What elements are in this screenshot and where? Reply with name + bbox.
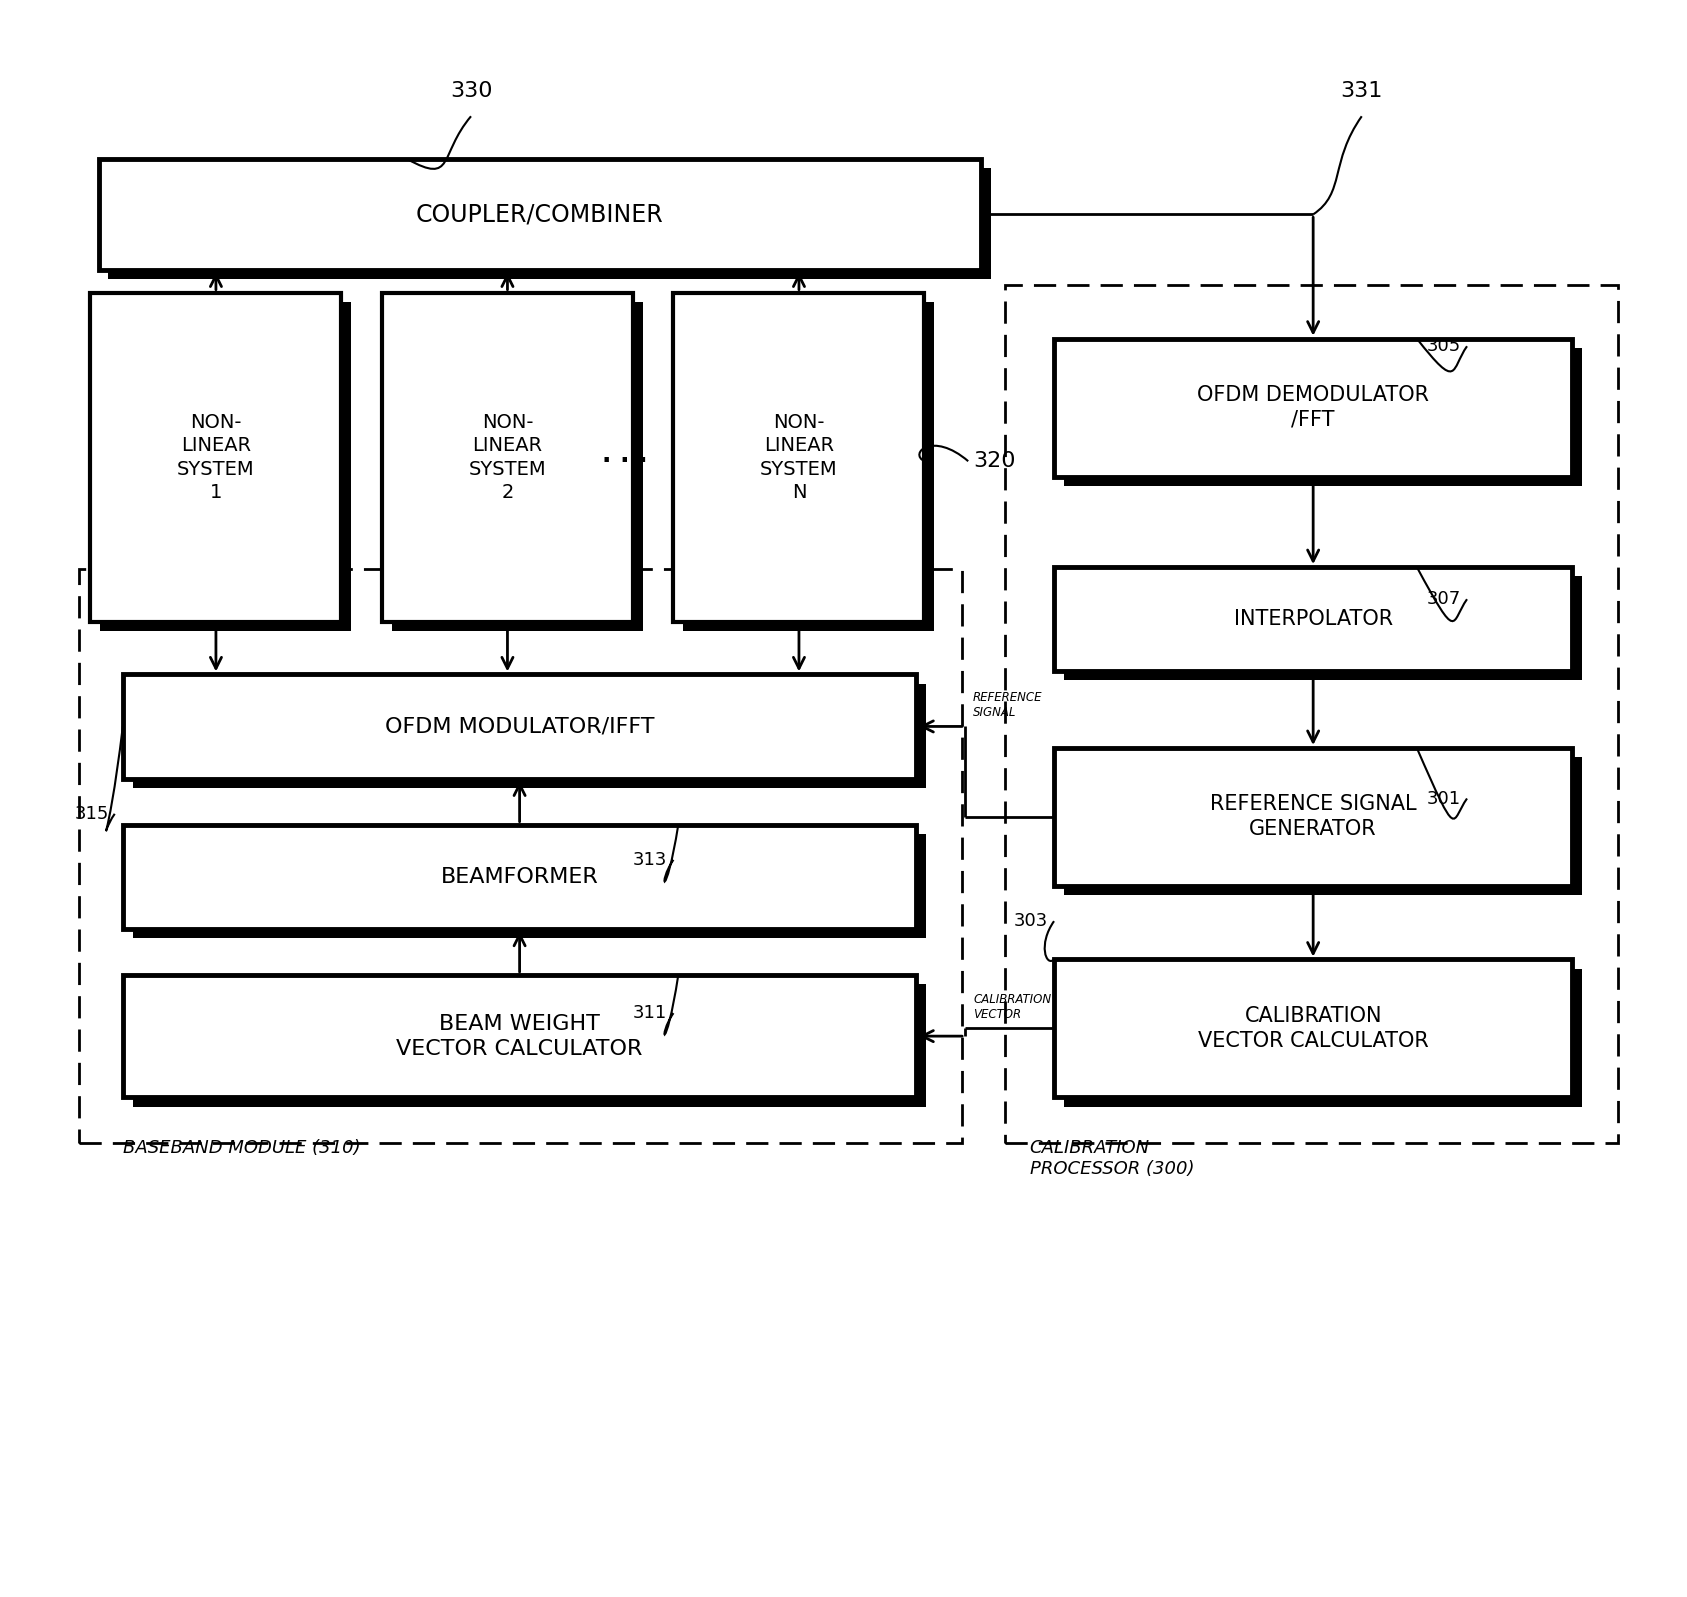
- Text: INTERPOLATOR: INTERPOLATOR: [1233, 608, 1393, 629]
- Text: CALIBRATION
PROCESSOR (300): CALIBRATION PROCESSOR (300): [1029, 1139, 1194, 1177]
- Text: BEAM WEIGHT
VECTOR CALCULATOR: BEAM WEIGHT VECTOR CALCULATOR: [396, 1014, 643, 1059]
- Text: COUPLER/COMBINER: COUPLER/COMBINER: [417, 203, 663, 227]
- Bar: [133, 684, 926, 787]
- Bar: [123, 674, 916, 779]
- Text: 331: 331: [1341, 81, 1383, 101]
- Text: NON-
LINEAR
SYSTEM
1: NON- LINEAR SYSTEM 1: [177, 412, 255, 501]
- Text: CALIBRATION
VECTOR CALCULATOR: CALIBRATION VECTOR CALCULATOR: [1198, 1006, 1429, 1051]
- Bar: [79, 569, 962, 1143]
- Bar: [1064, 969, 1582, 1107]
- Bar: [1054, 339, 1572, 476]
- Bar: [391, 302, 643, 631]
- Bar: [123, 974, 916, 1097]
- Bar: [133, 984, 926, 1107]
- Bar: [683, 302, 935, 631]
- Text: 303: 303: [1014, 912, 1048, 929]
- Bar: [673, 292, 924, 623]
- Bar: [133, 834, 926, 937]
- Bar: [1054, 567, 1572, 671]
- Text: REFERENCE SIGNAL
GENERATOR: REFERENCE SIGNAL GENERATOR: [1210, 794, 1417, 840]
- Bar: [108, 168, 990, 279]
- Text: · · ·: · · ·: [602, 449, 648, 473]
- Bar: [1064, 757, 1582, 894]
- Bar: [100, 302, 351, 631]
- Text: CALIBRATION
VECTOR: CALIBRATION VECTOR: [973, 993, 1051, 1020]
- Text: 330: 330: [450, 81, 493, 101]
- Text: 320: 320: [973, 452, 1016, 471]
- Text: 315: 315: [74, 805, 108, 822]
- Text: BASEBAND MODULE (310): BASEBAND MODULE (310): [123, 1139, 361, 1156]
- Text: OFDM MODULATOR/IFFT: OFDM MODULATOR/IFFT: [385, 717, 655, 736]
- Text: BEAMFORMER: BEAMFORMER: [440, 867, 599, 886]
- Bar: [1054, 747, 1572, 886]
- Text: OFDM DEMODULATOR
/FFT: OFDM DEMODULATOR /FFT: [1198, 385, 1429, 430]
- Bar: [98, 160, 982, 270]
- Bar: [123, 824, 916, 929]
- Text: 305: 305: [1427, 337, 1461, 355]
- Bar: [381, 292, 633, 623]
- Text: 311: 311: [633, 1005, 668, 1022]
- Bar: [1005, 284, 1618, 1143]
- Bar: [1064, 577, 1582, 680]
- Text: NON-
LINEAR
SYSTEM
2: NON- LINEAR SYSTEM 2: [469, 412, 547, 501]
- Bar: [91, 292, 341, 623]
- Bar: [1064, 348, 1582, 485]
- Text: REFERENCE
SIGNAL: REFERENCE SIGNAL: [973, 692, 1043, 719]
- Text: 313: 313: [633, 851, 668, 869]
- Bar: [1054, 960, 1572, 1097]
- Text: 301: 301: [1427, 789, 1461, 808]
- Text: NON-
LINEAR
SYSTEM
N: NON- LINEAR SYSTEM N: [761, 412, 838, 501]
- Text: 307: 307: [1427, 591, 1461, 608]
